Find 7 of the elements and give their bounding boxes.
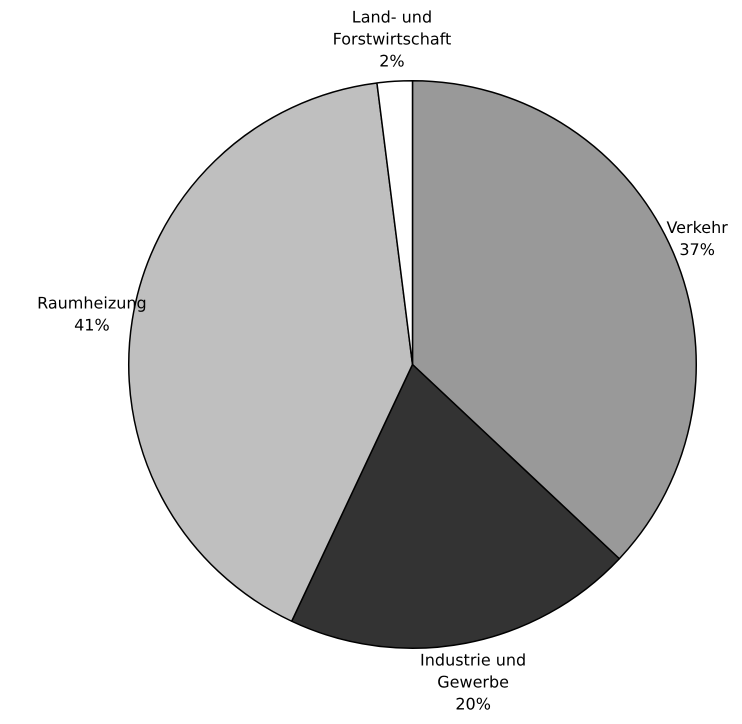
data-label: 2% (379, 52, 405, 71)
slice-label: Industrie und Gewerbe (420, 650, 526, 692)
slice-label: Verkehr (666, 218, 728, 238)
data-label: 20% (455, 694, 491, 714)
slice-label: Land- und Forstwirtschaft (332, 8, 452, 49)
data-label: 41% (74, 316, 110, 335)
data-label: 37% (679, 240, 715, 260)
